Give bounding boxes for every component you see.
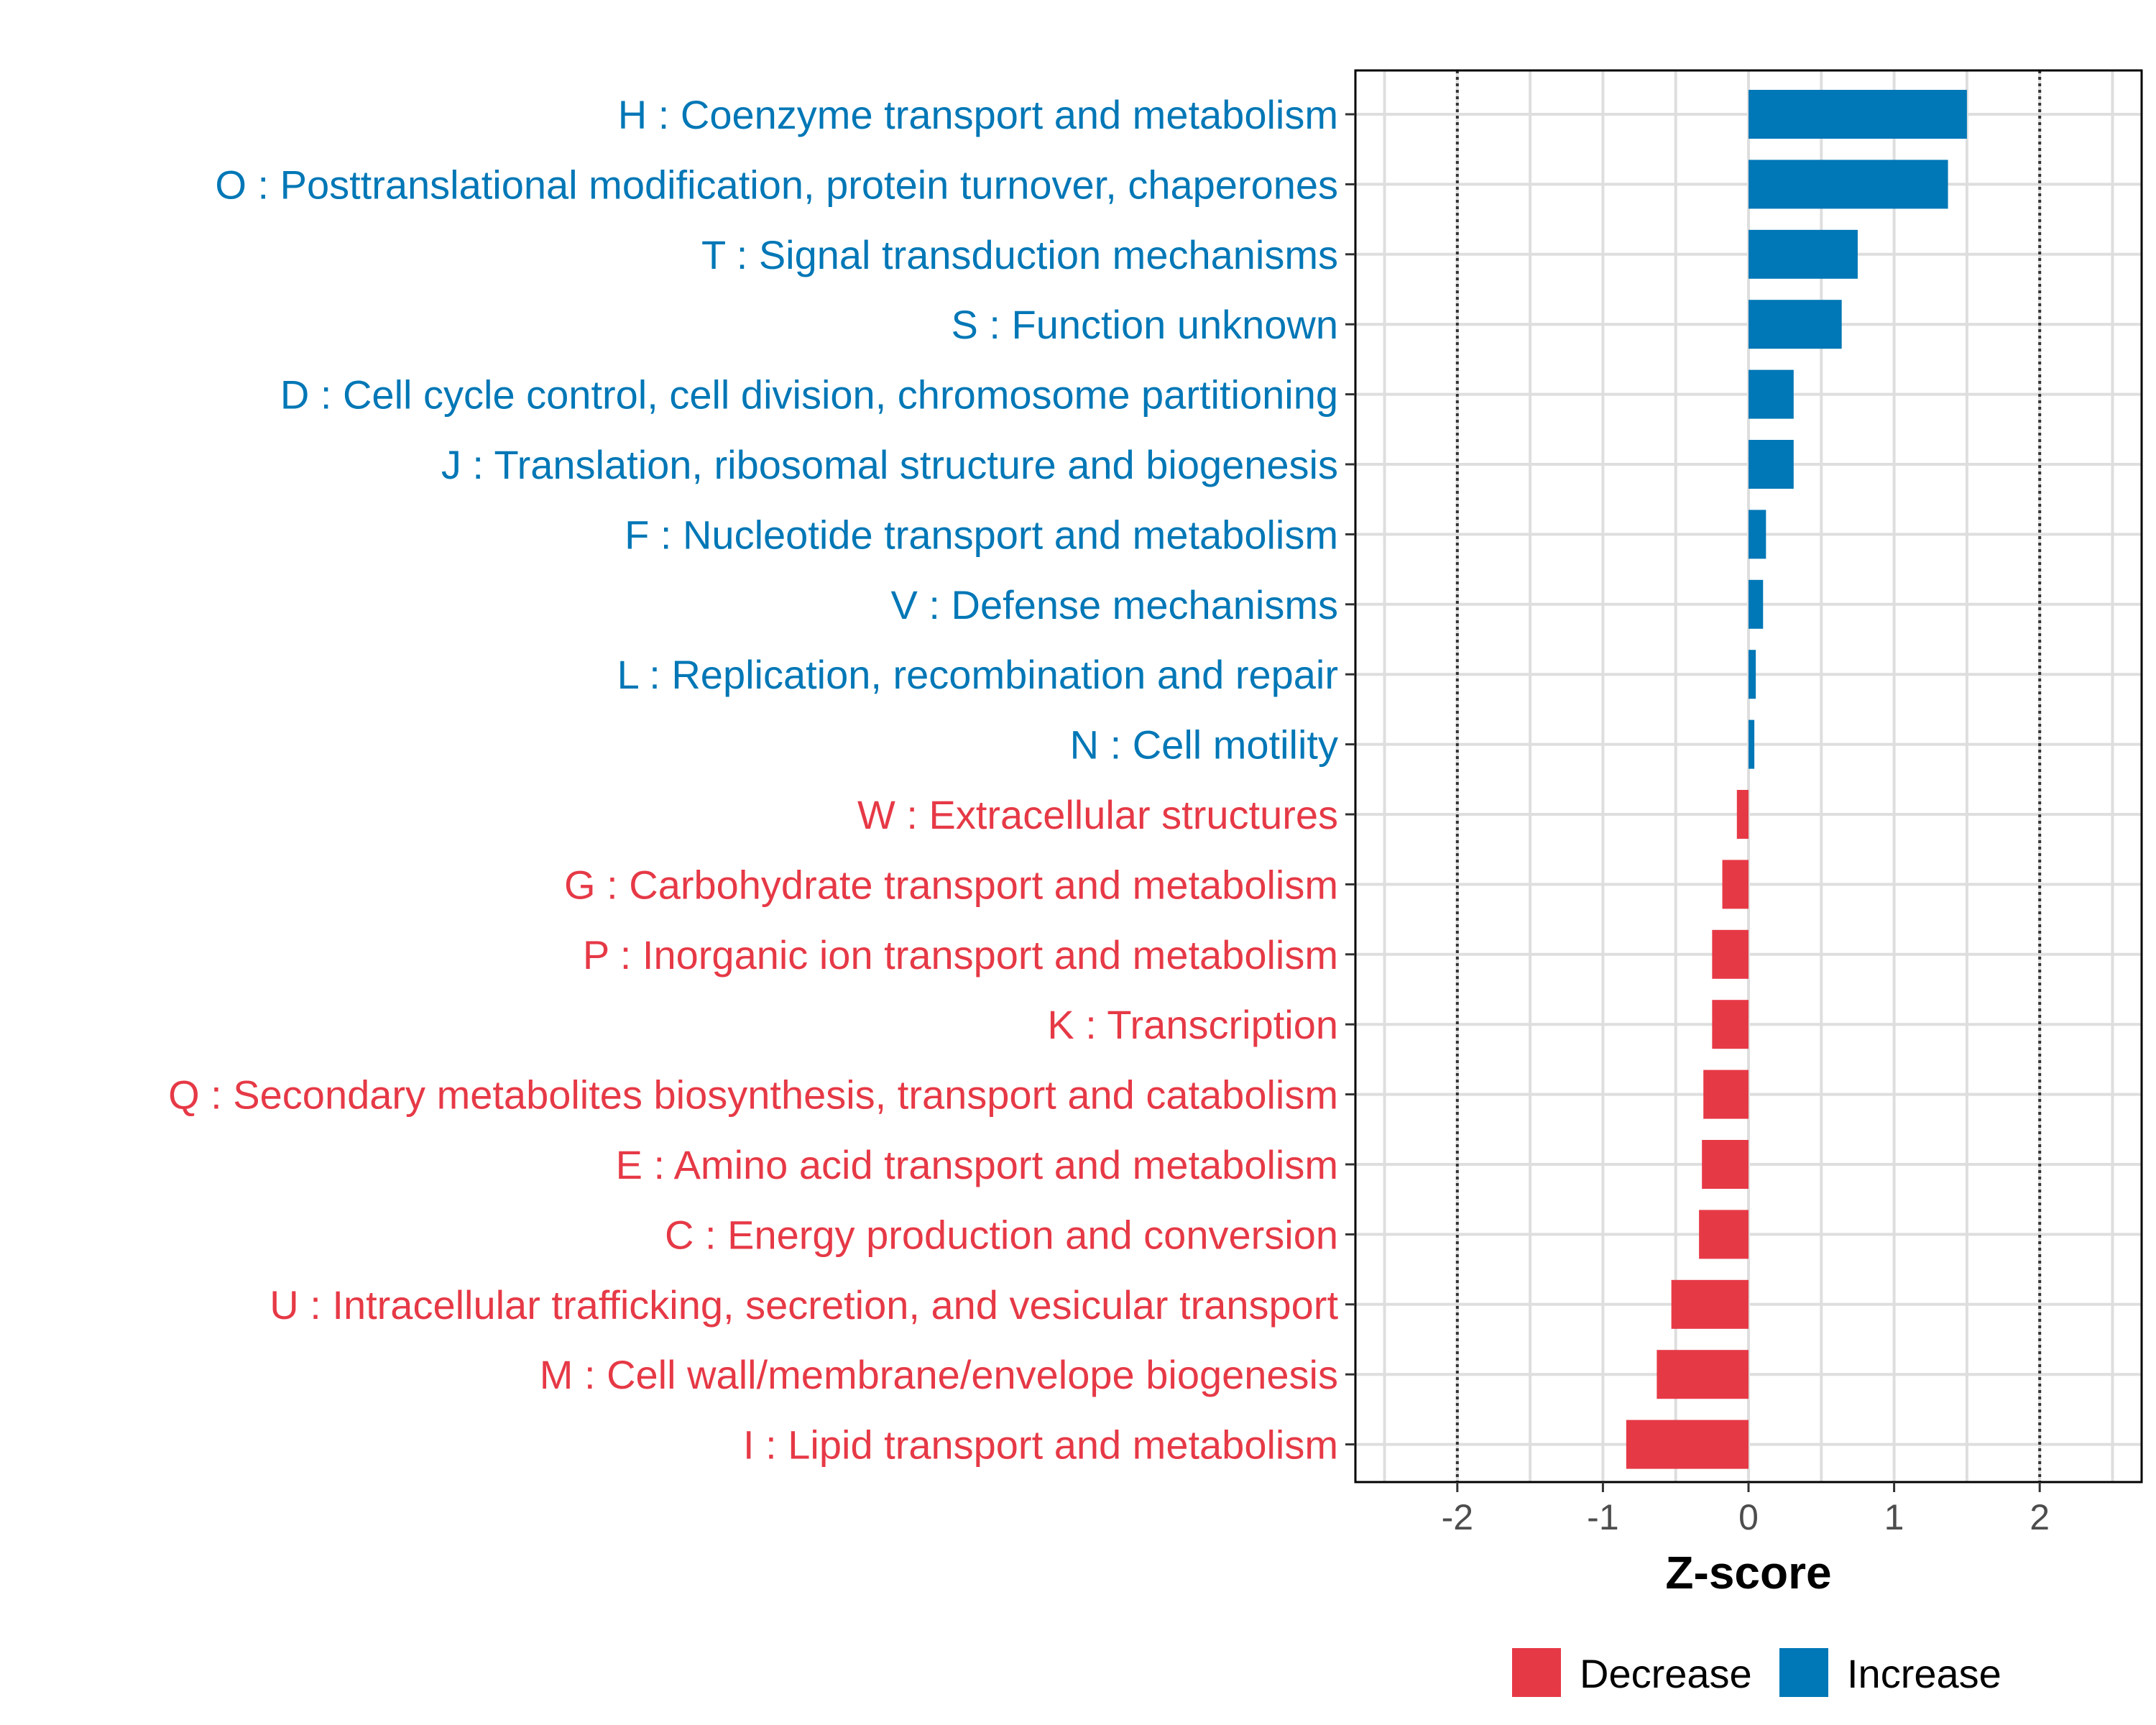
bar xyxy=(1749,579,1764,629)
x-tick-label: -2 xyxy=(1442,1497,1473,1537)
legend-swatch-increase xyxy=(1779,1648,1828,1697)
bar xyxy=(1712,1000,1749,1049)
bar xyxy=(1749,510,1766,559)
category-label: J : Translation, ribosomal structure and… xyxy=(441,442,1338,487)
bar xyxy=(1749,650,1756,699)
legend-swatch-decrease xyxy=(1512,1648,1561,1697)
bar xyxy=(1657,1350,1749,1399)
bar xyxy=(1702,1140,1749,1189)
bar xyxy=(1749,300,1842,349)
category-label: K : Transcription xyxy=(1047,1002,1338,1047)
bars-layer xyxy=(1626,90,1967,1469)
category-label: U : Intracellular trafficking, secretion… xyxy=(270,1282,1338,1328)
bar xyxy=(1699,1210,1749,1259)
legend-label-increase: Increase xyxy=(1847,1651,2001,1696)
category-label: D : Cell cycle control, cell division, c… xyxy=(280,372,1338,418)
category-label: T : Signal transduction mechanisms xyxy=(701,232,1338,277)
category-label: P : Inorganic ion transport and metaboli… xyxy=(583,932,1338,978)
bar xyxy=(1749,90,1967,139)
bar xyxy=(1749,160,1948,209)
grid-layer xyxy=(1355,70,2142,1482)
bar xyxy=(1722,860,1749,909)
legend-label-decrease: Decrease xyxy=(1580,1651,1752,1696)
x-ticks: -2 -1 0 1 2 xyxy=(1442,1482,2050,1537)
bar xyxy=(1736,790,1749,839)
bar xyxy=(1749,440,1794,489)
category-labels: H : Coenzyme transport and metabolism O :… xyxy=(168,92,1338,1468)
bar xyxy=(1749,719,1755,769)
y-ticks xyxy=(1345,113,1355,1446)
reference-lines xyxy=(1455,70,2042,1482)
category-label: E : Amino acid transport and metabolism xyxy=(616,1142,1338,1187)
category-label: H : Coenzyme transport and metabolism xyxy=(618,92,1338,137)
x-tick-label: 2 xyxy=(2030,1497,2050,1537)
category-label: Q : Secondary metabolites biosynthesis, … xyxy=(168,1072,1338,1118)
category-label: S : Function unknown xyxy=(951,302,1338,347)
bar xyxy=(1703,1070,1749,1119)
category-label: O : Posttranslational modification, prot… xyxy=(215,162,1338,207)
bar xyxy=(1712,929,1749,979)
category-label: G : Carbohydrate transport and metabolis… xyxy=(564,862,1338,907)
bar xyxy=(1749,369,1794,419)
legend: Decrease Increase xyxy=(1512,1648,2001,1697)
category-label: W : Extracellular structures xyxy=(857,792,1338,837)
category-label: M : Cell wall/membrane/envelope biogenes… xyxy=(540,1352,1338,1397)
category-label: L : Replication, recombination and repai… xyxy=(617,652,1338,697)
category-label: V : Defense mechanisms xyxy=(891,582,1338,627)
category-label: N : Cell motility xyxy=(1070,722,1338,768)
x-axis-title: Z-score xyxy=(1665,1547,1831,1598)
category-label: I : Lipid transport and metabolism xyxy=(743,1422,1338,1468)
bar xyxy=(1626,1420,1749,1469)
category-label: F : Nucleotide transport and metabolism xyxy=(625,512,1338,557)
category-label: C : Energy production and conversion xyxy=(665,1212,1338,1257)
x-tick-label: 1 xyxy=(1884,1497,1904,1537)
x-tick-label: 0 xyxy=(1738,1497,1759,1537)
bar xyxy=(1749,229,1858,279)
bar xyxy=(1671,1279,1749,1329)
x-tick-label: -1 xyxy=(1587,1497,1618,1537)
